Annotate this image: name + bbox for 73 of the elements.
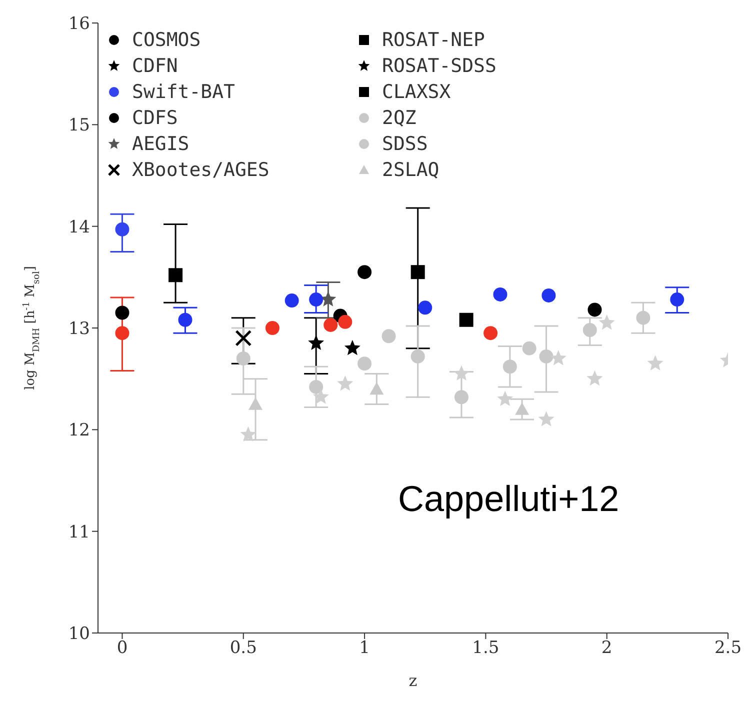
point	[539, 349, 554, 364]
point	[542, 288, 556, 302]
y-tick-label: 14	[68, 217, 90, 238]
point	[670, 292, 684, 307]
point	[515, 402, 530, 415]
x-tick-label: 0	[116, 638, 128, 658]
point	[308, 334, 324, 350]
point	[410, 349, 425, 364]
point	[484, 326, 498, 340]
point	[309, 292, 324, 307]
legend-label: SDSS	[382, 133, 428, 155]
point	[248, 397, 262, 410]
point	[115, 326, 130, 340]
point	[382, 329, 396, 344]
x-tick-label: 2	[601, 638, 612, 658]
x-tick-label: 0.5	[230, 638, 257, 658]
y-tick-label: 12	[68, 420, 90, 441]
point	[502, 360, 517, 374]
point	[522, 341, 536, 356]
point	[284, 294, 299, 308]
legend-label: COSMOS	[132, 29, 201, 51]
point	[168, 268, 183, 282]
point	[636, 310, 650, 325]
point	[370, 382, 384, 395]
y-tick-label: 16	[68, 14, 90, 34]
point	[497, 390, 514, 406]
y-tick-label: 11	[68, 522, 90, 542]
point	[358, 356, 372, 371]
x-axis-title: z	[408, 671, 418, 690]
legend-label: AEGIS	[132, 133, 190, 155]
point	[236, 352, 250, 366]
point	[309, 380, 324, 394]
point	[312, 388, 329, 404]
legend-label: XBootes/AGES	[132, 159, 270, 181]
x-tick-label: 2.5	[714, 638, 742, 658]
point	[358, 265, 372, 280]
point	[586, 370, 603, 386]
y-tick-label: 13	[68, 319, 90, 340]
annotation: Cappelluti+12	[398, 478, 620, 520]
point	[582, 323, 597, 338]
point	[418, 300, 432, 315]
point	[115, 222, 130, 236]
point	[338, 314, 352, 329]
point	[454, 390, 468, 404]
y-tick-label: 10	[68, 624, 90, 644]
y-tick-label: 15	[68, 116, 90, 136]
legend-label: CLAXSX	[382, 81, 451, 103]
point	[598, 314, 615, 330]
point	[538, 411, 554, 426]
x-tick-label: 1	[359, 638, 370, 658]
legend-label: CDFN	[132, 55, 178, 77]
x-tick-label: 1.5	[472, 638, 500, 658]
legend-label: Swift-BAT	[132, 81, 235, 103]
point	[337, 376, 354, 391]
legend-label: ROSAT-NEP	[382, 29, 485, 51]
legend-label: ROSAT-SDSS	[382, 55, 496, 77]
point	[235, 330, 252, 346]
point	[550, 350, 566, 366]
point	[647, 355, 664, 370]
point	[344, 340, 360, 356]
point	[493, 287, 508, 302]
point	[240, 426, 256, 442]
point	[459, 312, 474, 327]
legend-label: CDFS	[132, 107, 178, 129]
point	[588, 302, 602, 317]
legend-label: 2SLAQ	[382, 159, 440, 181]
point	[115, 306, 130, 320]
point	[324, 318, 338, 332]
point	[410, 265, 425, 280]
point	[453, 365, 470, 381]
legend-label: 2QZ	[382, 107, 416, 129]
point	[178, 312, 192, 327]
point	[265, 321, 280, 335]
